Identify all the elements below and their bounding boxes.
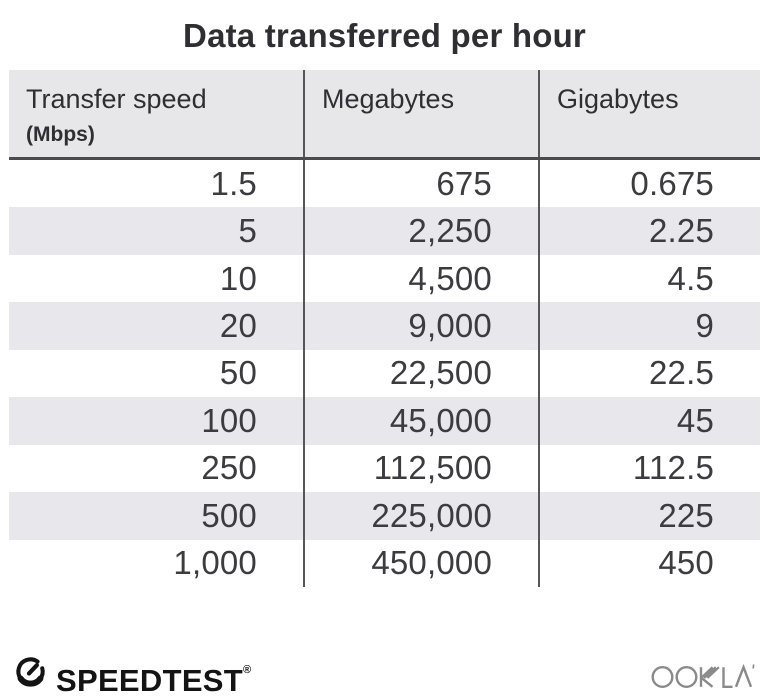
- table-row: 5 2,250 2.25: [9, 207, 760, 255]
- gigabytes-cell: 22.5: [538, 349, 760, 398]
- megabytes-cell: 225,000: [303, 492, 538, 540]
- megabytes-cell: 450,000: [303, 539, 538, 587]
- megabytes-cell: 112,500: [303, 444, 538, 493]
- mbps-sublabel: (Mbps): [26, 123, 95, 146]
- gigabytes-cell: 4.5: [538, 254, 760, 303]
- megabytes-cell: 2,250: [303, 207, 538, 255]
- table-row: 20 9,000 9: [9, 302, 760, 350]
- transfer-speed-cell: 5: [238, 212, 257, 250]
- footer: SPEEDTEST®: [13, 653, 755, 698]
- header-label: Gigabytes: [557, 84, 679, 114]
- megabytes-cell: 675: [303, 160, 538, 208]
- table-row: 1.5 675 0.675: [9, 160, 760, 208]
- speedtest-logo: SPEEDTEST®: [13, 653, 251, 698]
- header-cell-megabytes: Megabytes: [303, 70, 538, 157]
- header-label: Megabytes: [322, 84, 455, 114]
- table-header: Transfer speed (Mbps) Megabytes Gigabyte…: [9, 70, 760, 160]
- transfer-speed-cell: 50: [219, 354, 257, 392]
- gigabytes-cell: 2.25: [538, 207, 760, 255]
- gigabytes-cell: 45: [538, 397, 760, 445]
- transfer-speed-cell: 20: [219, 307, 257, 345]
- header-label: Transfer speed: [26, 84, 207, 114]
- megabytes-cell: 45,000: [303, 397, 538, 445]
- transfer-speed-cell: 1.5: [210, 164, 257, 202]
- ookla-logo: [651, 661, 755, 691]
- transfer-speed-cell: 250: [201, 449, 257, 487]
- table-row: 100 45,000 45: [9, 397, 760, 445]
- transfer-speed-cell: 100: [201, 401, 257, 439]
- table-row: 500 225,000 225: [9, 492, 760, 540]
- speedtest-wordmark: SPEEDTEST®: [56, 663, 252, 698]
- page-title: Data transferred per hour: [183, 17, 586, 54]
- header-cell-transfer-speed: Transfer speed (Mbps): [9, 70, 303, 157]
- transfer-speed-cell: 500: [201, 496, 257, 534]
- gigabytes-cell: 450: [538, 539, 760, 587]
- table-row: 1,000 450,000 450: [9, 539, 760, 587]
- gauge-icon: [16, 657, 45, 687]
- transfer-speed-cell: 1,000: [173, 544, 257, 582]
- megabytes-cell: 4,500: [303, 254, 538, 303]
- header-cell-gigabytes: Gigabytes: [538, 70, 760, 157]
- megabytes-cell: 22,500: [303, 349, 538, 398]
- gigabytes-cell: 225: [538, 492, 760, 540]
- gigabytes-cell: 9: [538, 302, 760, 350]
- data-table: Transfer speed (Mbps) Megabytes Gigabyte…: [9, 70, 760, 587]
- gigabytes-cell: 112.5: [538, 444, 760, 493]
- table-row: 250 112,500 112.5: [9, 444, 760, 493]
- table-row: 10 4,500 4.5: [9, 254, 760, 303]
- ookla-wordmark-icon: [651, 663, 755, 688]
- gigabytes-cell: 0.675: [538, 160, 760, 208]
- registered-trademark: ®: [243, 664, 252, 676]
- table-row: 50 22,500 22.5: [9, 349, 760, 398]
- megabytes-cell: 9,000: [303, 302, 538, 350]
- transfer-speed-cell: 10: [219, 259, 257, 297]
- table-body: 1.5 675 0.675 5 2,250 2.25 10 4,500 4.5 …: [9, 160, 760, 587]
